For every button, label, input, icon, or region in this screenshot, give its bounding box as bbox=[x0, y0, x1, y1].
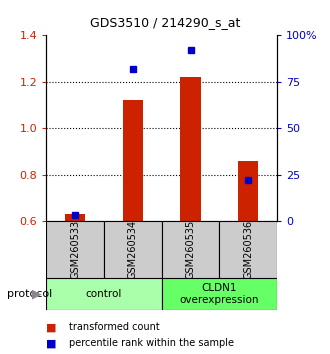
Bar bbox=[238, 161, 258, 221]
Text: control: control bbox=[86, 289, 122, 299]
Text: GSM260534: GSM260534 bbox=[128, 220, 138, 279]
Text: GDS3510 / 214290_s_at: GDS3510 / 214290_s_at bbox=[90, 16, 240, 29]
Text: GSM260535: GSM260535 bbox=[185, 220, 196, 279]
Bar bbox=[46, 221, 104, 278]
Text: percentile rank within the sample: percentile rank within the sample bbox=[69, 338, 234, 348]
Bar bbox=[162, 221, 219, 278]
Bar bbox=[123, 101, 143, 221]
Bar bbox=[65, 214, 85, 221]
Bar bbox=[104, 221, 162, 278]
Text: GSM260533: GSM260533 bbox=[70, 220, 80, 279]
Text: protocol: protocol bbox=[7, 289, 52, 299]
Text: ■: ■ bbox=[46, 322, 57, 332]
Text: GSM260536: GSM260536 bbox=[243, 220, 253, 279]
Bar bbox=[162, 278, 277, 310]
Bar bbox=[219, 221, 277, 278]
Bar bbox=[181, 77, 201, 221]
Text: ▶: ▶ bbox=[32, 287, 41, 300]
Text: ■: ■ bbox=[46, 338, 57, 348]
Text: transformed count: transformed count bbox=[69, 322, 160, 332]
Text: CLDN1
overexpression: CLDN1 overexpression bbox=[180, 283, 259, 305]
Bar bbox=[46, 278, 162, 310]
